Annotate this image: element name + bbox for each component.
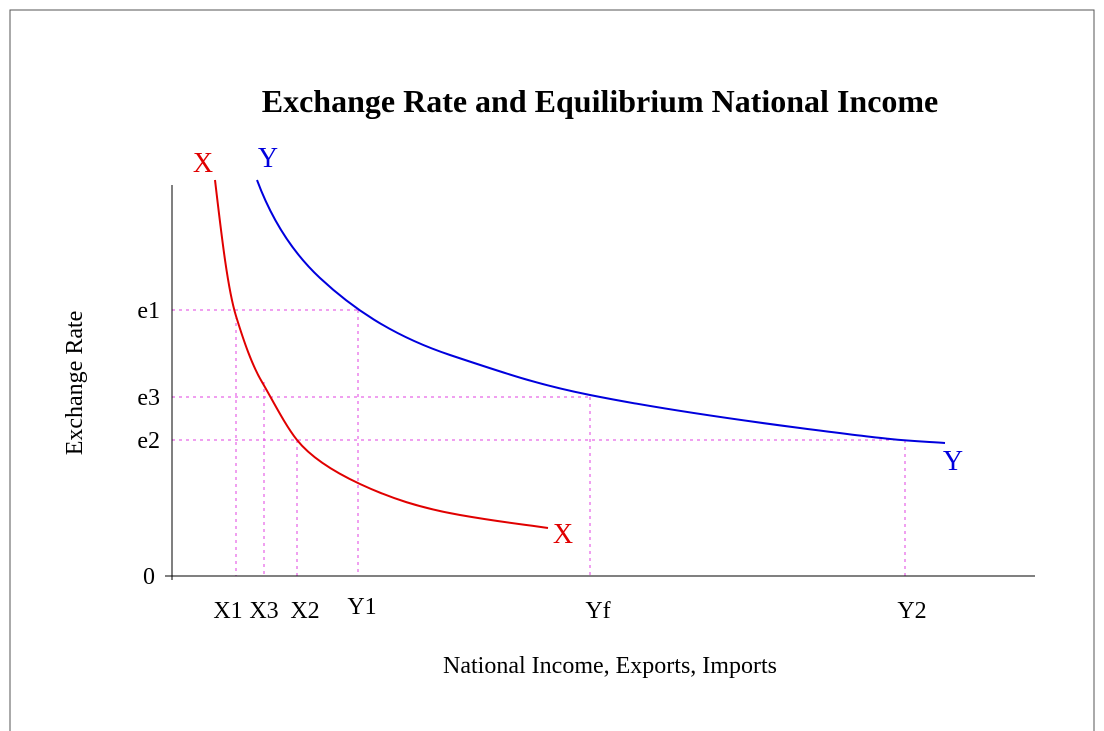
x-label: Y1: [347, 594, 376, 620]
y-label: e2: [137, 428, 160, 454]
frame: [9, 9, 1095, 731]
y-label: e1: [137, 298, 160, 324]
curve-label: X: [193, 148, 213, 179]
y-axis-label: Exchange Rate: [62, 311, 88, 456]
y-label: e3: [137, 385, 160, 411]
curve-label: Y: [943, 446, 963, 477]
x-label: Y2: [897, 598, 926, 624]
x-label: X2: [290, 598, 319, 624]
y-label: 0: [143, 564, 155, 590]
curve-x: [214, 179, 549, 529]
guides: [172, 309, 906, 576]
x-label: X1: [213, 598, 242, 624]
x-label: Yf: [585, 598, 610, 624]
axes: [165, 185, 1035, 580]
curve-label: X: [553, 519, 573, 550]
curve-label: Y: [258, 143, 278, 174]
x-label: X3: [249, 598, 278, 624]
curve-y: [256, 179, 946, 444]
title: Exchange Rate and Equilibrium National I…: [262, 83, 939, 119]
x-axis-label: National Income, Exports, Imports: [443, 653, 777, 679]
